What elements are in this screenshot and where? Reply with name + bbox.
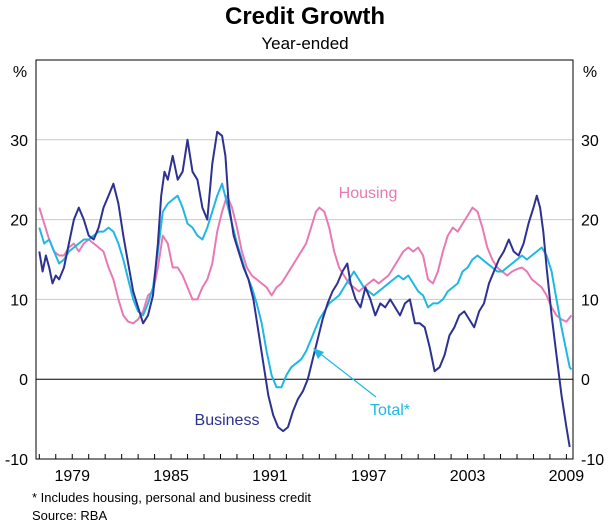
x-tick-1997: 1997 bbox=[351, 468, 387, 485]
y-tick-right-20: 20 bbox=[581, 213, 599, 230]
series-lines bbox=[38, 130, 573, 448]
y-tick-right-30: 30 bbox=[581, 133, 599, 150]
footnote: * Includes housing, personal and busines… bbox=[32, 490, 311, 505]
y-tick-right-10: 10 bbox=[581, 292, 599, 309]
x-tick-1979: 1979 bbox=[54, 468, 90, 485]
y-tick-left-30: 30 bbox=[10, 133, 28, 150]
y-tick-left--10: -10 bbox=[5, 452, 28, 469]
y-tick-left-10: 10 bbox=[10, 292, 28, 309]
y-tick-right--10: -10 bbox=[581, 452, 604, 469]
series-labels: Housing Business Total* bbox=[195, 185, 410, 429]
y-unit-right: % bbox=[583, 64, 597, 81]
y-tick-right-0: 0 bbox=[581, 372, 590, 389]
plot-frame bbox=[35, 59, 574, 460]
source-note: Source: RBA bbox=[32, 508, 108, 523]
x-tick-1985: 1985 bbox=[153, 468, 189, 485]
chart-title: Credit Growth bbox=[225, 3, 385, 30]
x-tick-2009: 2009 bbox=[549, 468, 585, 485]
x-tick-1991: 1991 bbox=[252, 468, 288, 485]
total-arrow-line bbox=[317, 351, 377, 398]
total-label: Total* bbox=[370, 402, 410, 419]
series-line-total bbox=[38, 182, 573, 389]
gridlines bbox=[36, 139, 573, 460]
y-unit-left: % bbox=[13, 64, 27, 81]
business-label: Business bbox=[195, 412, 260, 429]
total-arrow-head bbox=[313, 348, 324, 359]
series-line-housing bbox=[38, 194, 573, 325]
x-tick-2003: 2003 bbox=[450, 468, 486, 485]
axes: -10 -10 0 0 10 10 20 20 30 30% % 1979 1985 1991 1997 20… bbox=[5, 59, 604, 485]
y-tick-left-20: 20 bbox=[10, 213, 28, 230]
series-line-business bbox=[38, 130, 571, 448]
y-tick-left-0: 0 bbox=[19, 372, 28, 389]
housing-label: Housing bbox=[339, 185, 398, 202]
chart-subtitle: Year-ended bbox=[261, 34, 348, 53]
